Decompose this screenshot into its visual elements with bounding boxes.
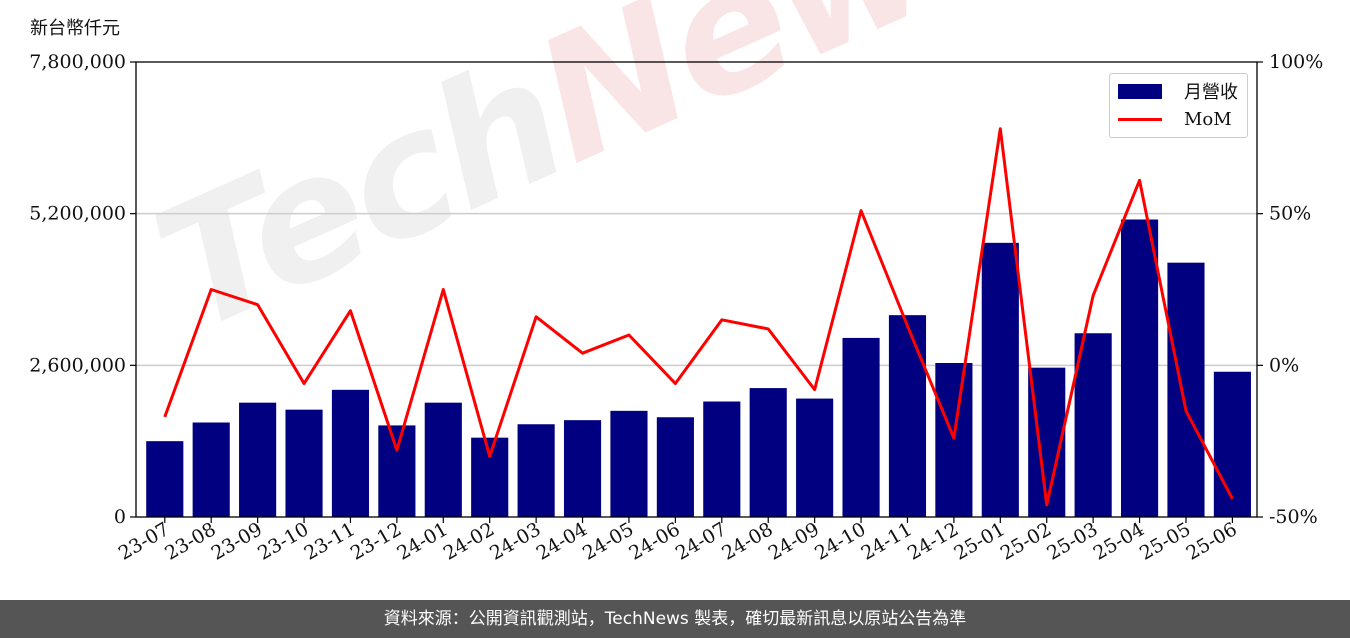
bar-24-01 — [424, 402, 462, 517]
y-left-tick-label: 5,200,000 — [29, 203, 126, 225]
y-right-tick-label: -50% — [1269, 506, 1318, 528]
x-tick-label: 24-07 — [672, 518, 730, 564]
bar-25-01 — [981, 242, 1019, 518]
legend-item-mom: MoM — [1118, 108, 1232, 130]
chart-legend: 月營收 MoM — [1109, 73, 1248, 138]
x-tick-label: 25-05 — [1136, 518, 1194, 564]
x-tick-label: 24-02 — [440, 518, 498, 564]
bar-24-09 — [796, 398, 834, 517]
x-tick-label: 24-12 — [904, 518, 962, 564]
x-tick-label: 24-01 — [393, 518, 451, 564]
legend-bar-swatch — [1118, 83, 1162, 99]
legend-line-swatch — [1118, 117, 1162, 121]
bar-23-11 — [331, 389, 370, 517]
y-left-tick-label: 0 — [114, 506, 126, 528]
legend-label-revenue: 月營收 — [1184, 82, 1238, 103]
y-right-tick-label: 100% — [1269, 51, 1323, 73]
x-tick-label: 24-03 — [486, 518, 544, 564]
y-right-tick-label: 0% — [1269, 354, 1299, 376]
x-tick-label: 25-04 — [1090, 518, 1148, 564]
x-tick-label: 24-10 — [811, 518, 869, 564]
x-tick-label: 25-06 — [1182, 518, 1240, 564]
y-axis-unit-label: 新台幣仟元 — [30, 18, 120, 39]
plot-frame — [135, 61, 1258, 518]
chart: 0 2,600,000 5,200,000 7,800,000 -50% 0% 50% 100… — [29, 51, 1323, 565]
bar-25-03 — [1074, 333, 1112, 517]
x-tick-label: 25-03 — [1043, 518, 1101, 564]
x-tick-label: 23-08 — [161, 518, 219, 564]
x-tick-label: 24-09 — [765, 518, 823, 564]
bar-24-06 — [656, 417, 694, 517]
bar-23-10 — [285, 409, 323, 517]
legend-item-revenue: 月營收 — [1118, 80, 1238, 103]
bar-24-03 — [517, 424, 555, 517]
legend-label-mom: MoM — [1184, 108, 1232, 130]
x-tick-label: 24-11 — [858, 518, 916, 564]
bar-24-02 — [471, 437, 509, 517]
x-tick-label: 24-05 — [579, 518, 637, 564]
source-footer: 資料來源：公開資訊觀測站，TechNews 製表，確切最新訊息以原站公告為準 — [0, 600, 1350, 638]
bar-24-10 — [842, 337, 880, 517]
x-tick-label: 23-11 — [301, 518, 359, 564]
bar-24-11 — [888, 315, 927, 517]
bar-24-04 — [563, 420, 602, 517]
x-tick-label: 25-02 — [997, 518, 1055, 564]
x-tick-label: 24-08 — [718, 518, 776, 564]
y-left-tick-label: 2,600,000 — [29, 354, 126, 376]
x-tick-label: 23-10 — [254, 518, 312, 564]
bar-24-08 — [749, 388, 787, 517]
x-tick-label: 24-04 — [533, 518, 591, 564]
bar-25-04 — [1120, 219, 1159, 517]
bar-25-05 — [1167, 262, 1205, 517]
y-left-tick-label: 7,800,000 — [29, 51, 126, 73]
mom-line — [163, 127, 1234, 507]
bar-23-08 — [192, 422, 230, 517]
bar-23-12 — [378, 425, 416, 517]
bar-23-09 — [239, 402, 277, 517]
bar-23-07 — [146, 441, 184, 517]
x-tick-label: 24-06 — [625, 518, 683, 564]
y-right-tick-label: 50% — [1269, 203, 1311, 225]
x-tick-label: 25-01 — [950, 518, 1008, 564]
x-tick-label: 23-09 — [208, 518, 266, 564]
bar-24-07 — [703, 401, 741, 517]
bar-24-12 — [935, 363, 973, 517]
x-tick-label: 23-12 — [347, 518, 405, 564]
bar-24-05 — [610, 410, 648, 517]
bar-25-06 — [1213, 371, 1251, 517]
